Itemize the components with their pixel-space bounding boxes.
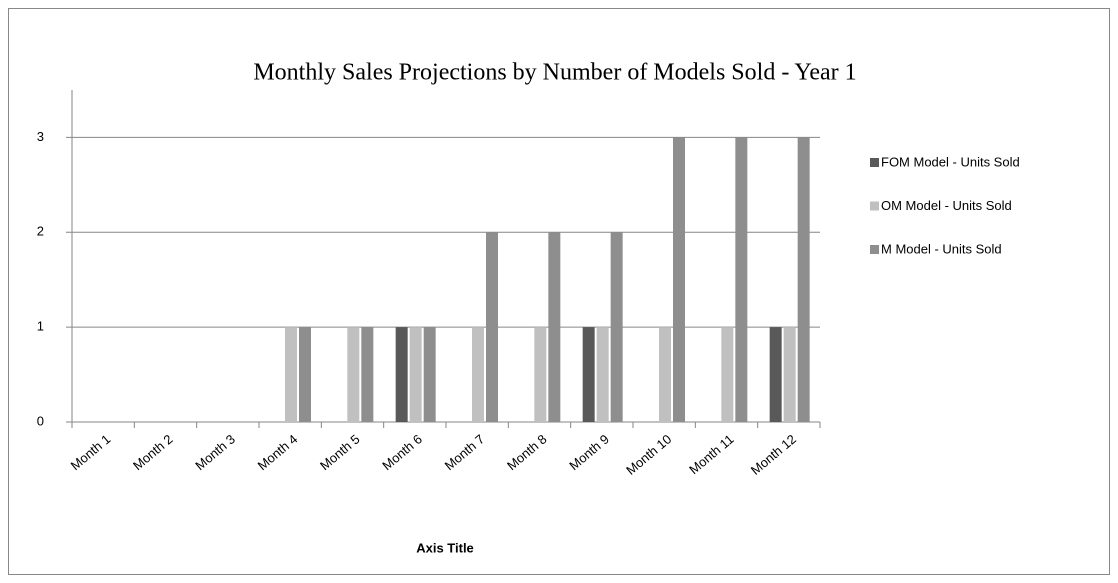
- legend-swatch: [870, 201, 879, 211]
- bar: [721, 327, 734, 422]
- chart-title: Monthly Sales Projections by Number of M…: [253, 60, 856, 86]
- bar: [285, 327, 297, 422]
- bar: [409, 327, 422, 422]
- legend-swatch: [870, 158, 879, 167]
- bar: [548, 232, 561, 422]
- bar: [395, 327, 408, 422]
- bar: [534, 327, 547, 422]
- bar: [361, 327, 374, 422]
- x-axis-title: Axis Title: [416, 540, 474, 555]
- bar: [299, 327, 311, 422]
- y-tick-label: 3: [37, 129, 44, 144]
- bar: [769, 327, 782, 422]
- legend-swatch: [870, 245, 879, 254]
- bar: [472, 327, 484, 422]
- bar: [673, 137, 685, 422]
- bar: [423, 327, 436, 422]
- bar: [582, 327, 595, 422]
- legend-label: FOM Model - Units Sold: [881, 154, 1020, 169]
- legend-label: OM Model - Units Sold: [881, 198, 1012, 213]
- bar: [783, 327, 796, 422]
- bar: [797, 137, 810, 422]
- y-tick-label: 0: [37, 413, 44, 428]
- y-tick-label: 1: [37, 319, 44, 334]
- bar: [596, 327, 609, 422]
- bar: [735, 137, 748, 422]
- bar: [659, 327, 671, 422]
- bar: [610, 232, 623, 422]
- y-tick-label: 2: [37, 224, 44, 239]
- bar: [486, 232, 498, 422]
- bar: [347, 327, 360, 422]
- legend-label: M Model - Units Sold: [881, 241, 1002, 256]
